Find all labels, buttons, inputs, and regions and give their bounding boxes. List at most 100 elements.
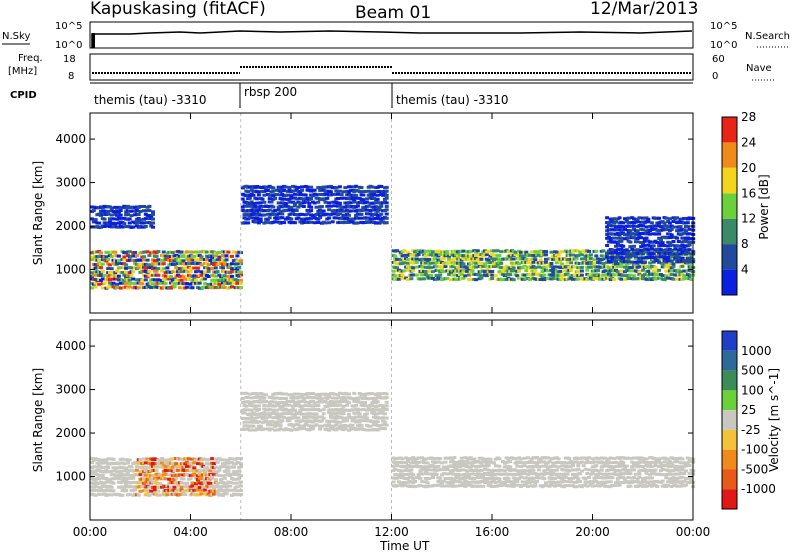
data-cell — [567, 273, 572, 277]
data-cell — [579, 269, 584, 273]
data-cell — [106, 258, 111, 261]
data-cell — [118, 286, 123, 290]
data-cell — [673, 247, 678, 251]
data-cell — [228, 465, 233, 469]
data-cell — [242, 411, 247, 415]
data-cell — [136, 461, 141, 465]
data-cell — [524, 250, 529, 254]
data-cell — [341, 190, 346, 194]
colorbar-cell — [722, 117, 737, 143]
data-cell — [642, 243, 647, 247]
data-cell — [553, 464, 557, 468]
data-cell — [106, 210, 111, 213]
data-cell — [307, 408, 312, 412]
data-cell — [579, 257, 584, 261]
data-cell — [623, 477, 627, 481]
data-cell — [441, 257, 446, 261]
data-cell — [486, 249, 491, 253]
data-cell — [337, 403, 342, 407]
data-cell — [644, 256, 649, 259]
data-cell — [461, 276, 466, 280]
data-cell — [249, 200, 254, 204]
data-cell — [370, 404, 375, 408]
data-cell — [542, 469, 547, 473]
data-cell — [396, 277, 401, 281]
data-cell — [116, 259, 121, 263]
data-cell — [222, 476, 227, 480]
data-cell — [97, 458, 102, 462]
data-cell — [382, 427, 387, 431]
data-cell — [603, 269, 608, 273]
data-cell — [368, 209, 373, 212]
data-cell — [113, 250, 118, 254]
data-cell — [235, 262, 240, 266]
data-cell — [292, 416, 297, 420]
data-cell — [91, 273, 96, 277]
data-cell — [111, 217, 116, 221]
data-cell — [368, 424, 373, 428]
data-cell — [264, 220, 269, 224]
data-cell — [210, 266, 215, 270]
data-cell — [309, 205, 314, 209]
data-cell — [608, 480, 613, 484]
data-cell — [161, 458, 166, 462]
data-cell — [325, 212, 330, 216]
data-cell — [664, 269, 669, 273]
data-cell — [511, 257, 516, 261]
data-cell — [246, 396, 251, 400]
data-cell — [161, 267, 166, 271]
data-cell — [457, 480, 462, 484]
data-cell — [258, 204, 263, 208]
data-cell — [235, 281, 240, 285]
data-cell — [156, 267, 161, 271]
data-cell — [379, 204, 384, 208]
data-cell — [382, 412, 387, 416]
data-cell — [508, 465, 513, 469]
data-cell — [669, 273, 674, 277]
data-cell — [237, 469, 242, 473]
data-cell — [309, 220, 314, 224]
data-cell — [194, 278, 199, 282]
data-cell — [402, 269, 407, 273]
data-cell — [165, 266, 170, 270]
data-cell — [294, 197, 299, 201]
data-cell — [287, 185, 292, 189]
data-cell — [682, 231, 687, 235]
data-cell — [217, 255, 222, 259]
data-cell — [615, 270, 620, 274]
data-cell — [289, 205, 294, 209]
data-cell — [280, 419, 285, 423]
data-cell — [461, 249, 466, 253]
data-cell — [379, 212, 384, 216]
data-cell — [635, 220, 640, 224]
data-cell — [549, 262, 554, 265]
data-cell — [527, 253, 532, 257]
data-cell — [603, 456, 608, 460]
data-cell — [486, 464, 491, 467]
colorbar-tick-label: 4 — [741, 263, 749, 277]
data-cell — [90, 217, 94, 221]
data-cell — [312, 221, 317, 225]
colorbar-cell — [722, 269, 737, 295]
data-cell — [641, 228, 645, 232]
data-cell — [199, 258, 204, 261]
data-cell — [124, 489, 129, 493]
data-cell — [256, 190, 261, 194]
data-cell — [646, 248, 651, 252]
data-cell — [231, 481, 236, 485]
data-cell — [109, 255, 114, 259]
data-cell — [201, 486, 206, 489]
data-cell — [151, 210, 155, 214]
data-cell — [657, 260, 662, 264]
data-cell — [594, 464, 599, 468]
data-cell — [418, 483, 423, 487]
data-cell — [450, 265, 455, 268]
data-cell — [479, 274, 484, 278]
data-cell — [172, 485, 177, 489]
data-cell — [291, 399, 296, 403]
data-cell — [642, 260, 647, 264]
data-cell — [330, 220, 335, 224]
data-cell — [292, 192, 297, 196]
data-cell — [379, 185, 384, 188]
data-cell — [445, 472, 450, 476]
